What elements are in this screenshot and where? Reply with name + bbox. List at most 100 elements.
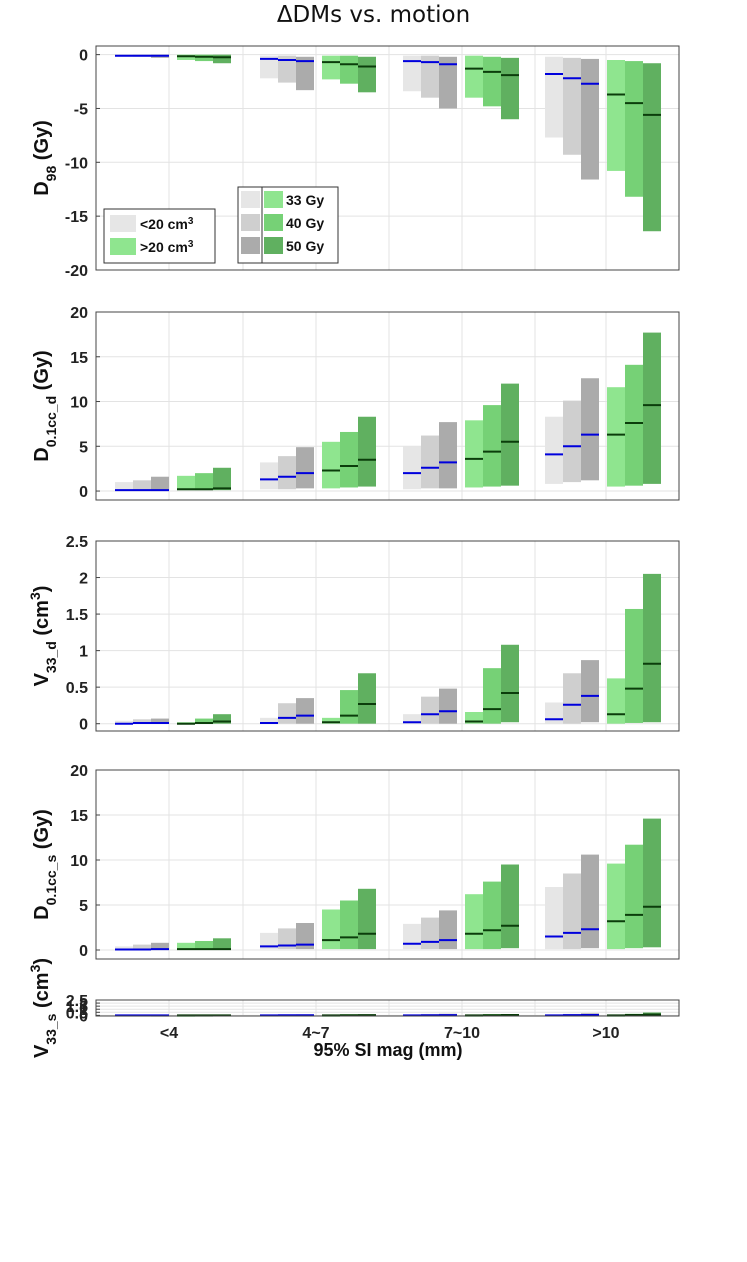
y-axis-label: V33_d (cm3)	[27, 586, 59, 687]
bar-d98-6-2	[581, 58, 599, 180]
bar-d01cc_d-6-2	[581, 378, 599, 481]
legend-swatch	[241, 191, 260, 208]
panel-d98: 0 -5 -10 -15 -20 D98 (Gy) <20 cm3 >20 cm3 33 Gy 4…	[31, 45, 680, 280]
legend-swatch	[264, 237, 283, 254]
ytick-label: 0.5	[66, 680, 88, 697]
ytick-label: 20	[70, 763, 88, 780]
ytick-label: 0	[79, 717, 88, 734]
bar-d01cc_d-2-2	[296, 447, 314, 489]
bar-v33_d-2-1	[278, 703, 296, 724]
bar-v33_d-6-2	[581, 660, 599, 723]
bar-v33_d-5-1	[483, 668, 501, 724]
bar-d98-4-1	[421, 55, 439, 98]
bar-d01cc_s-6-1	[563, 873, 581, 950]
bar-d98-1-1	[195, 54, 213, 62]
ytick-label: 1.5	[66, 607, 88, 624]
ytick-label: 0	[79, 1008, 88, 1025]
bar-d01cc_d-1-1	[195, 473, 213, 491]
ytick-label: 2	[79, 571, 88, 588]
ytick-label: 1	[79, 644, 88, 661]
ytick-label: -20	[65, 263, 88, 280]
legend-swatch	[241, 214, 260, 231]
ytick-label: 2.5	[66, 534, 88, 551]
bar-v33_d-3-2	[358, 673, 376, 724]
ytick-label: 20	[70, 305, 88, 322]
bar-d01cc_s-3-2	[358, 888, 376, 950]
bar-v33_d-7-0	[607, 678, 625, 724]
bar-d98-7-2	[643, 63, 661, 232]
bar-d01cc_s-2-2	[296, 923, 314, 950]
axes-frame	[95, 999, 680, 1017]
bar-d01cc_d-7-0	[607, 387, 625, 487]
bar-d01cc_s-7-1	[625, 844, 643, 949]
bar-d01cc_s-2-0	[260, 932, 278, 950]
ytick-label: 1.5	[66, 999, 88, 1016]
bar-d01cc_d-6-1	[563, 400, 581, 483]
xtick-label: 7~10	[444, 1025, 480, 1042]
legend-dose-label: 33 Gy	[286, 192, 324, 208]
bar-v33_d-3-0	[322, 717, 340, 724]
axes-frame	[95, 45, 680, 271]
bar-d98-6-0	[545, 56, 563, 138]
bar-v33_d-7-1	[625, 608, 643, 723]
ytick-label: 0	[79, 484, 88, 501]
ytick-label: 1	[79, 1002, 88, 1019]
bar-d01cc_s-0-0	[115, 946, 133, 950]
bar-d01cc_s-2-1	[278, 928, 296, 950]
bar-d01cc_s-6-0	[545, 887, 563, 950]
legend: <20 cm3 >20 cm3 33 Gy 40 Gy 50 Gy	[103, 186, 339, 264]
bar-d01cc_d-7-2	[643, 332, 661, 484]
ytick-label: 5	[79, 898, 88, 915]
bar-d98-1-0	[177, 54, 195, 60]
bar-d98-4-0	[403, 55, 421, 92]
bar-d01cc_d-0-0	[115, 482, 133, 492]
legend-swatch	[264, 191, 283, 208]
bar-v33_d-4-0	[403, 714, 421, 724]
ytick-label: -15	[65, 209, 88, 226]
bar-d98-1-2	[213, 54, 231, 64]
ytick-label: 15	[70, 350, 88, 367]
bar-d01cc_s-4-1	[421, 917, 439, 950]
bar-v33_d-1-1	[195, 718, 213, 724]
bar-d01cc_d-3-2	[358, 416, 376, 487]
legend-swatch	[110, 215, 136, 232]
bar-d01cc_s-4-2	[439, 910, 457, 950]
bar-d98-2-1	[278, 55, 296, 83]
bar-d01cc_d-3-1	[340, 431, 358, 488]
panel-v33_d: 0 0.5 1 1.5 2 2.5 V33_d (cm3)	[27, 534, 680, 734]
ytick-label: 10	[70, 853, 88, 870]
legend-swatch	[241, 237, 260, 254]
bar-d01cc_s-5-1	[483, 881, 501, 950]
bar-d98-4-2	[439, 56, 457, 109]
bar-d01cc_s-3-1	[340, 900, 358, 950]
axes-frame	[95, 540, 680, 732]
axes-frame	[95, 311, 680, 501]
legend-swatch	[110, 238, 136, 255]
bar-d98-3-0	[322, 55, 340, 80]
legend-size-label: >20 cm3	[140, 239, 194, 256]
y-axis-label: D0.1cc_d (Gy)	[31, 350, 59, 461]
bar-d98-3-2	[358, 56, 376, 93]
bar-v33_d-2-2	[296, 698, 314, 724]
bar-d01cc_s-1-1	[195, 941, 213, 950]
legend-swatch	[264, 214, 283, 231]
bar-d01cc_d-2-0	[260, 462, 278, 490]
bar-d01cc_d-7-1	[625, 364, 643, 486]
axes-frame	[95, 769, 680, 960]
bar-v33_d-4-1	[421, 696, 439, 724]
bar-d01cc_d-2-1	[278, 456, 296, 490]
bar-v33_d-0-1	[133, 719, 151, 724]
bar-d01cc_s-7-2	[643, 818, 661, 948]
bar-d01cc_s-7-0	[607, 863, 625, 950]
bar-d01cc_d-4-1	[421, 435, 439, 489]
bar-d98-7-0	[607, 60, 625, 171]
bar-d01cc_d-5-1	[483, 405, 501, 487]
figure-title: ΔDMs vs. motion	[276, 2, 471, 28]
bar-d01cc_s-5-0	[465, 894, 483, 950]
bar-d98-5-0	[465, 55, 483, 98]
bar-v33_d-0-2	[151, 718, 169, 724]
ytick-label: 5	[79, 439, 88, 456]
bar-d01cc_s-0-2	[151, 942, 169, 950]
bar-d98-6-1	[563, 57, 581, 155]
